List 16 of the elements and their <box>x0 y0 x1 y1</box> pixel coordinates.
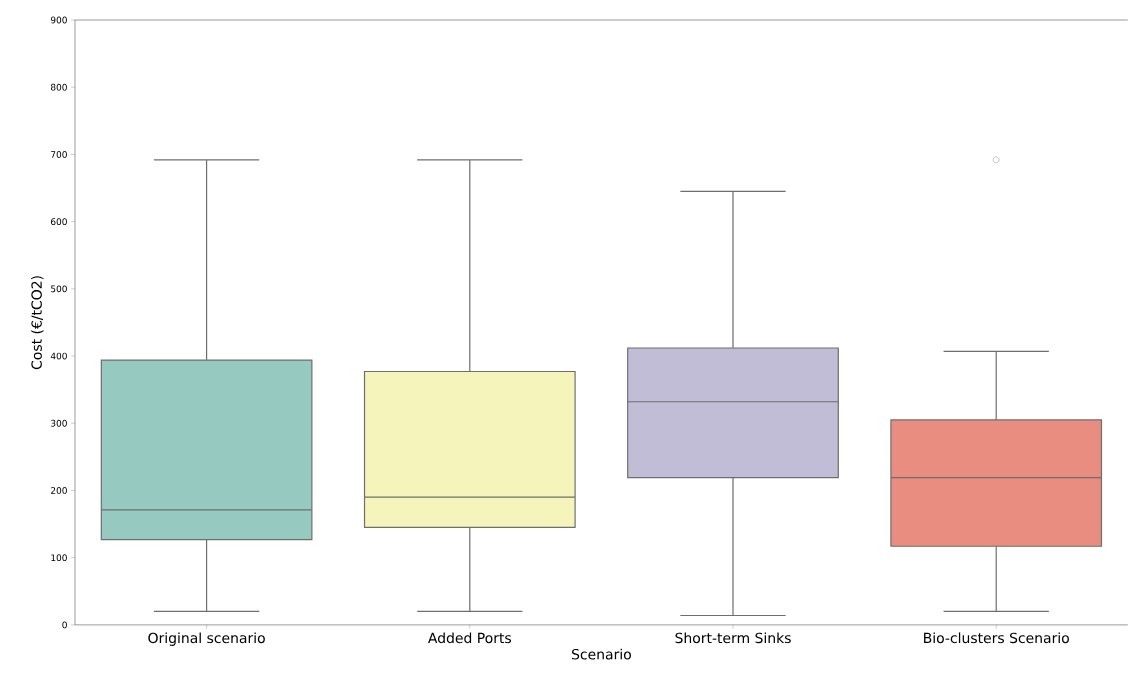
x-tick-label: Added Ports <box>428 632 512 644</box>
y-axis-title: Cost (€/tCO2) <box>31 276 44 370</box>
y-tick-label: 500 <box>51 285 67 293</box>
y-tick-label: 600 <box>50 218 67 226</box>
y-tick-label: 0 <box>62 621 67 629</box>
x-tick-label: Bio-clusters Scenario <box>924 632 1069 644</box>
y-tick-label: 900 <box>50 16 67 24</box>
y-tick-label: 200 <box>51 487 67 494</box>
y-tick-label: 100 <box>51 554 67 562</box>
y-tick-label: 800 <box>50 83 67 91</box>
y-tick-label: 700 <box>51 151 67 158</box>
y-tick-label: 300 <box>51 419 67 427</box>
x-tick-label: Short-term Sinks <box>675 632 791 644</box>
x-axis-title: Scenario <box>572 648 631 660</box>
x-tick-label: Original scenario <box>148 632 265 646</box>
y-tick-label: 400 <box>50 352 67 360</box>
